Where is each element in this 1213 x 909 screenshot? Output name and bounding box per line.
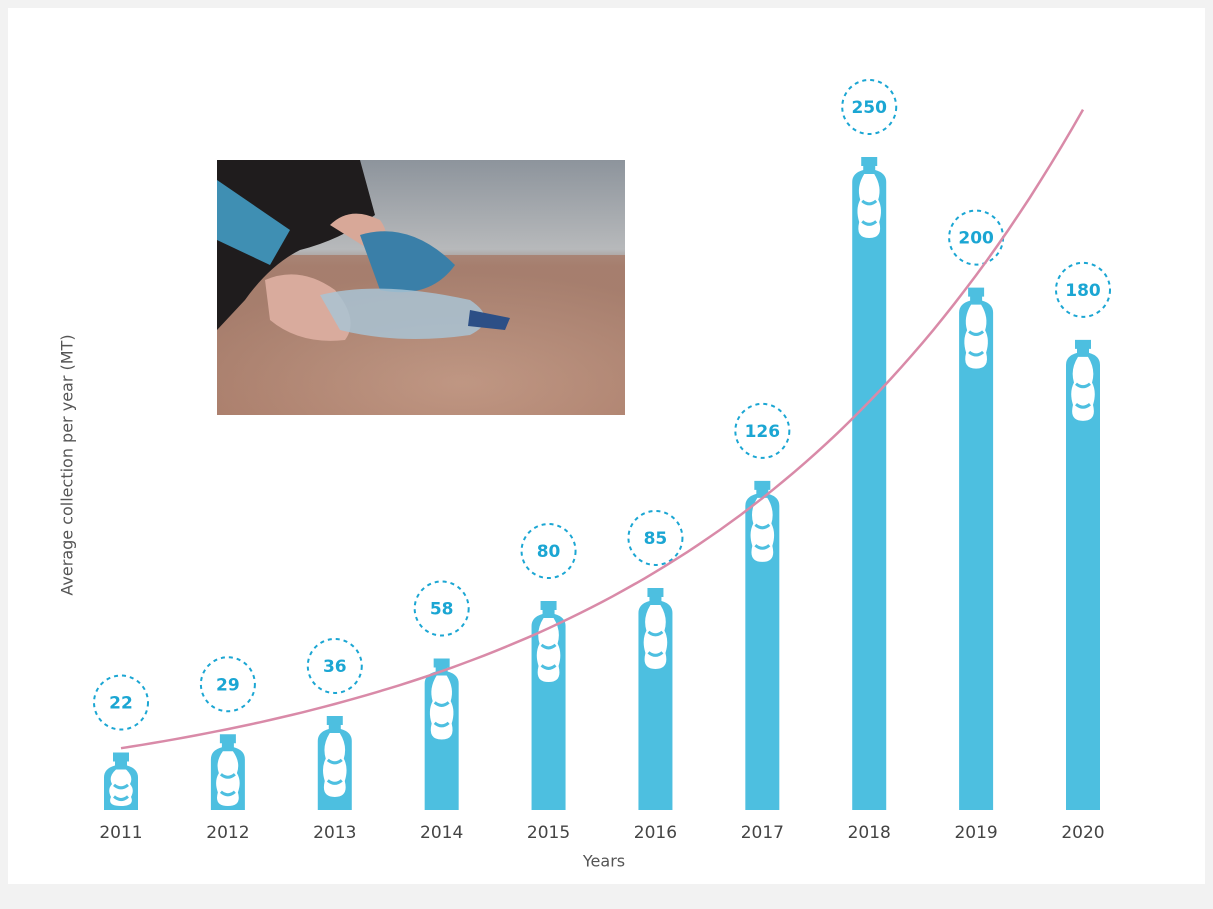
value-label: 180 bbox=[1065, 281, 1101, 301]
value-label: 29 bbox=[216, 675, 240, 695]
bar bbox=[852, 157, 886, 810]
x-tick-label: 2020 bbox=[1061, 823, 1104, 843]
bottle-outline bbox=[1071, 357, 1095, 421]
bottle-outline bbox=[644, 605, 668, 669]
photo bbox=[217, 160, 625, 415]
x-tick-label: 2014 bbox=[420, 823, 463, 843]
x-tick-label: 2011 bbox=[99, 823, 142, 843]
x-tick-label: 2019 bbox=[954, 823, 997, 843]
value-label: 200 bbox=[958, 229, 994, 249]
x-tick-label: 2017 bbox=[741, 823, 784, 843]
value-label: 80 bbox=[537, 542, 561, 562]
page: {"chart_data": {"type": "bar", "categori… bbox=[0, 0, 1213, 909]
bottle-outline bbox=[430, 676, 454, 740]
bottle-outline bbox=[751, 498, 775, 562]
x-tick-label: 2015 bbox=[527, 823, 570, 843]
bottle-outline bbox=[857, 174, 881, 238]
x-tick-label: 2016 bbox=[634, 823, 677, 843]
bottle-outline bbox=[323, 733, 347, 797]
x-tick-label: 2013 bbox=[313, 823, 356, 843]
value-label: 250 bbox=[851, 98, 887, 118]
value-label: 85 bbox=[644, 529, 668, 549]
y-axis-title: Average collection per year (MT) bbox=[58, 334, 77, 595]
card bbox=[8, 8, 1205, 884]
value-label: 58 bbox=[430, 600, 454, 620]
value-label: 36 bbox=[323, 657, 347, 677]
chart: Years Average collection per year (MT) 2… bbox=[0, 0, 1213, 909]
x-axis-title: Years bbox=[582, 852, 625, 871]
value-label: 126 bbox=[745, 422, 781, 442]
bottle-outline bbox=[964, 305, 988, 369]
x-tick-label: 2012 bbox=[206, 823, 249, 843]
x-tick-label: 2018 bbox=[848, 823, 891, 843]
value-label: 22 bbox=[109, 694, 133, 714]
